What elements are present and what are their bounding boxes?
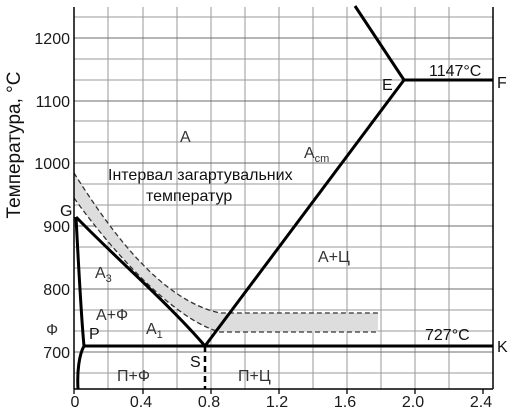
phase-acm-label: Аcm: [304, 145, 329, 165]
axes: [73, 7, 494, 390]
line-ce: [353, 5, 406, 81]
y-tick-label: 1000: [34, 156, 70, 173]
x-tick-label: 1.2: [266, 394, 288, 409]
phase-acm-sub: cm: [315, 153, 330, 165]
x-tick-label: 0.8: [198, 394, 220, 409]
x-tick-label: 1.6: [334, 394, 356, 409]
point-k-label: K: [497, 339, 508, 356]
phase-a1-sub: 1: [157, 329, 163, 341]
quench-interval-label-line2: температур: [146, 188, 232, 205]
phase-pf-label: П+Ф: [117, 368, 150, 385]
phase-a1-main: А: [146, 321, 157, 338]
quench-band-lower-edge: [73, 197, 378, 333]
point-s-label: S: [190, 354, 201, 371]
phase-a1-label: А1: [146, 321, 163, 341]
y-tick-label: 800: [43, 282, 70, 299]
grid-major: [74, 37, 493, 353]
phase-a3-sub: 3: [106, 273, 112, 285]
point-e-label: E: [382, 77, 393, 94]
phase-a-label: А: [180, 129, 191, 146]
x-tick-label: 0: [71, 394, 80, 409]
quench-interval-label-line1: Інтервал загартувальних: [108, 167, 293, 184]
line-se: [203, 79, 406, 347]
eutectoid-temp-label: 727°C: [425, 327, 470, 344]
point-p-label: P: [89, 326, 100, 343]
y-tick-labels: 700 800 900 1000 1100 1200: [34, 31, 70, 362]
eutectic-temp-label: 1147°C: [429, 63, 481, 80]
phase-af-label: А+Ф: [96, 307, 128, 324]
point-f-label: F: [497, 75, 507, 92]
y-tick-label: 900: [43, 219, 70, 236]
phase-pc-label: П+Ц: [238, 368, 271, 385]
line-gs: [74, 215, 207, 347]
point-labels: G P S K E F: [60, 75, 508, 371]
x-tick-marks: [73, 389, 484, 394]
phase-a3-main: А: [95, 265, 106, 282]
point-g-label: G: [60, 203, 72, 220]
phase-ac-label: А+Ц: [318, 249, 350, 266]
x-tick-labels: 0 0.4 0.8 1.2 1.6 2.0 2.4: [71, 394, 493, 409]
phase-acm-main: А: [304, 145, 315, 162]
phase-a3-label: А3: [95, 265, 112, 285]
y-axis-label: Температура, °С: [4, 72, 25, 219]
y-tick-label: 1100: [36, 94, 71, 111]
quench-interval-band: [74, 173, 378, 332]
phase-lines: [74, 5, 493, 390]
phase-f-label: Ф: [46, 322, 58, 339]
phase-labels: А Аcm А3 А1 А+Ф А+Ц Ф П+Ф П+Ц: [46, 129, 350, 385]
line-pq: [76, 345, 86, 390]
x-tick-label: 2.0: [402, 394, 424, 409]
x-tick-label: 0.4: [130, 394, 152, 409]
y-tick-label: 1200: [34, 31, 70, 48]
y-tick-label: 700: [43, 345, 70, 362]
line-gp: [74, 216, 86, 347]
quench-band-upper-edge: [73, 172, 378, 314]
x-tick-label: 2.4: [470, 394, 492, 409]
